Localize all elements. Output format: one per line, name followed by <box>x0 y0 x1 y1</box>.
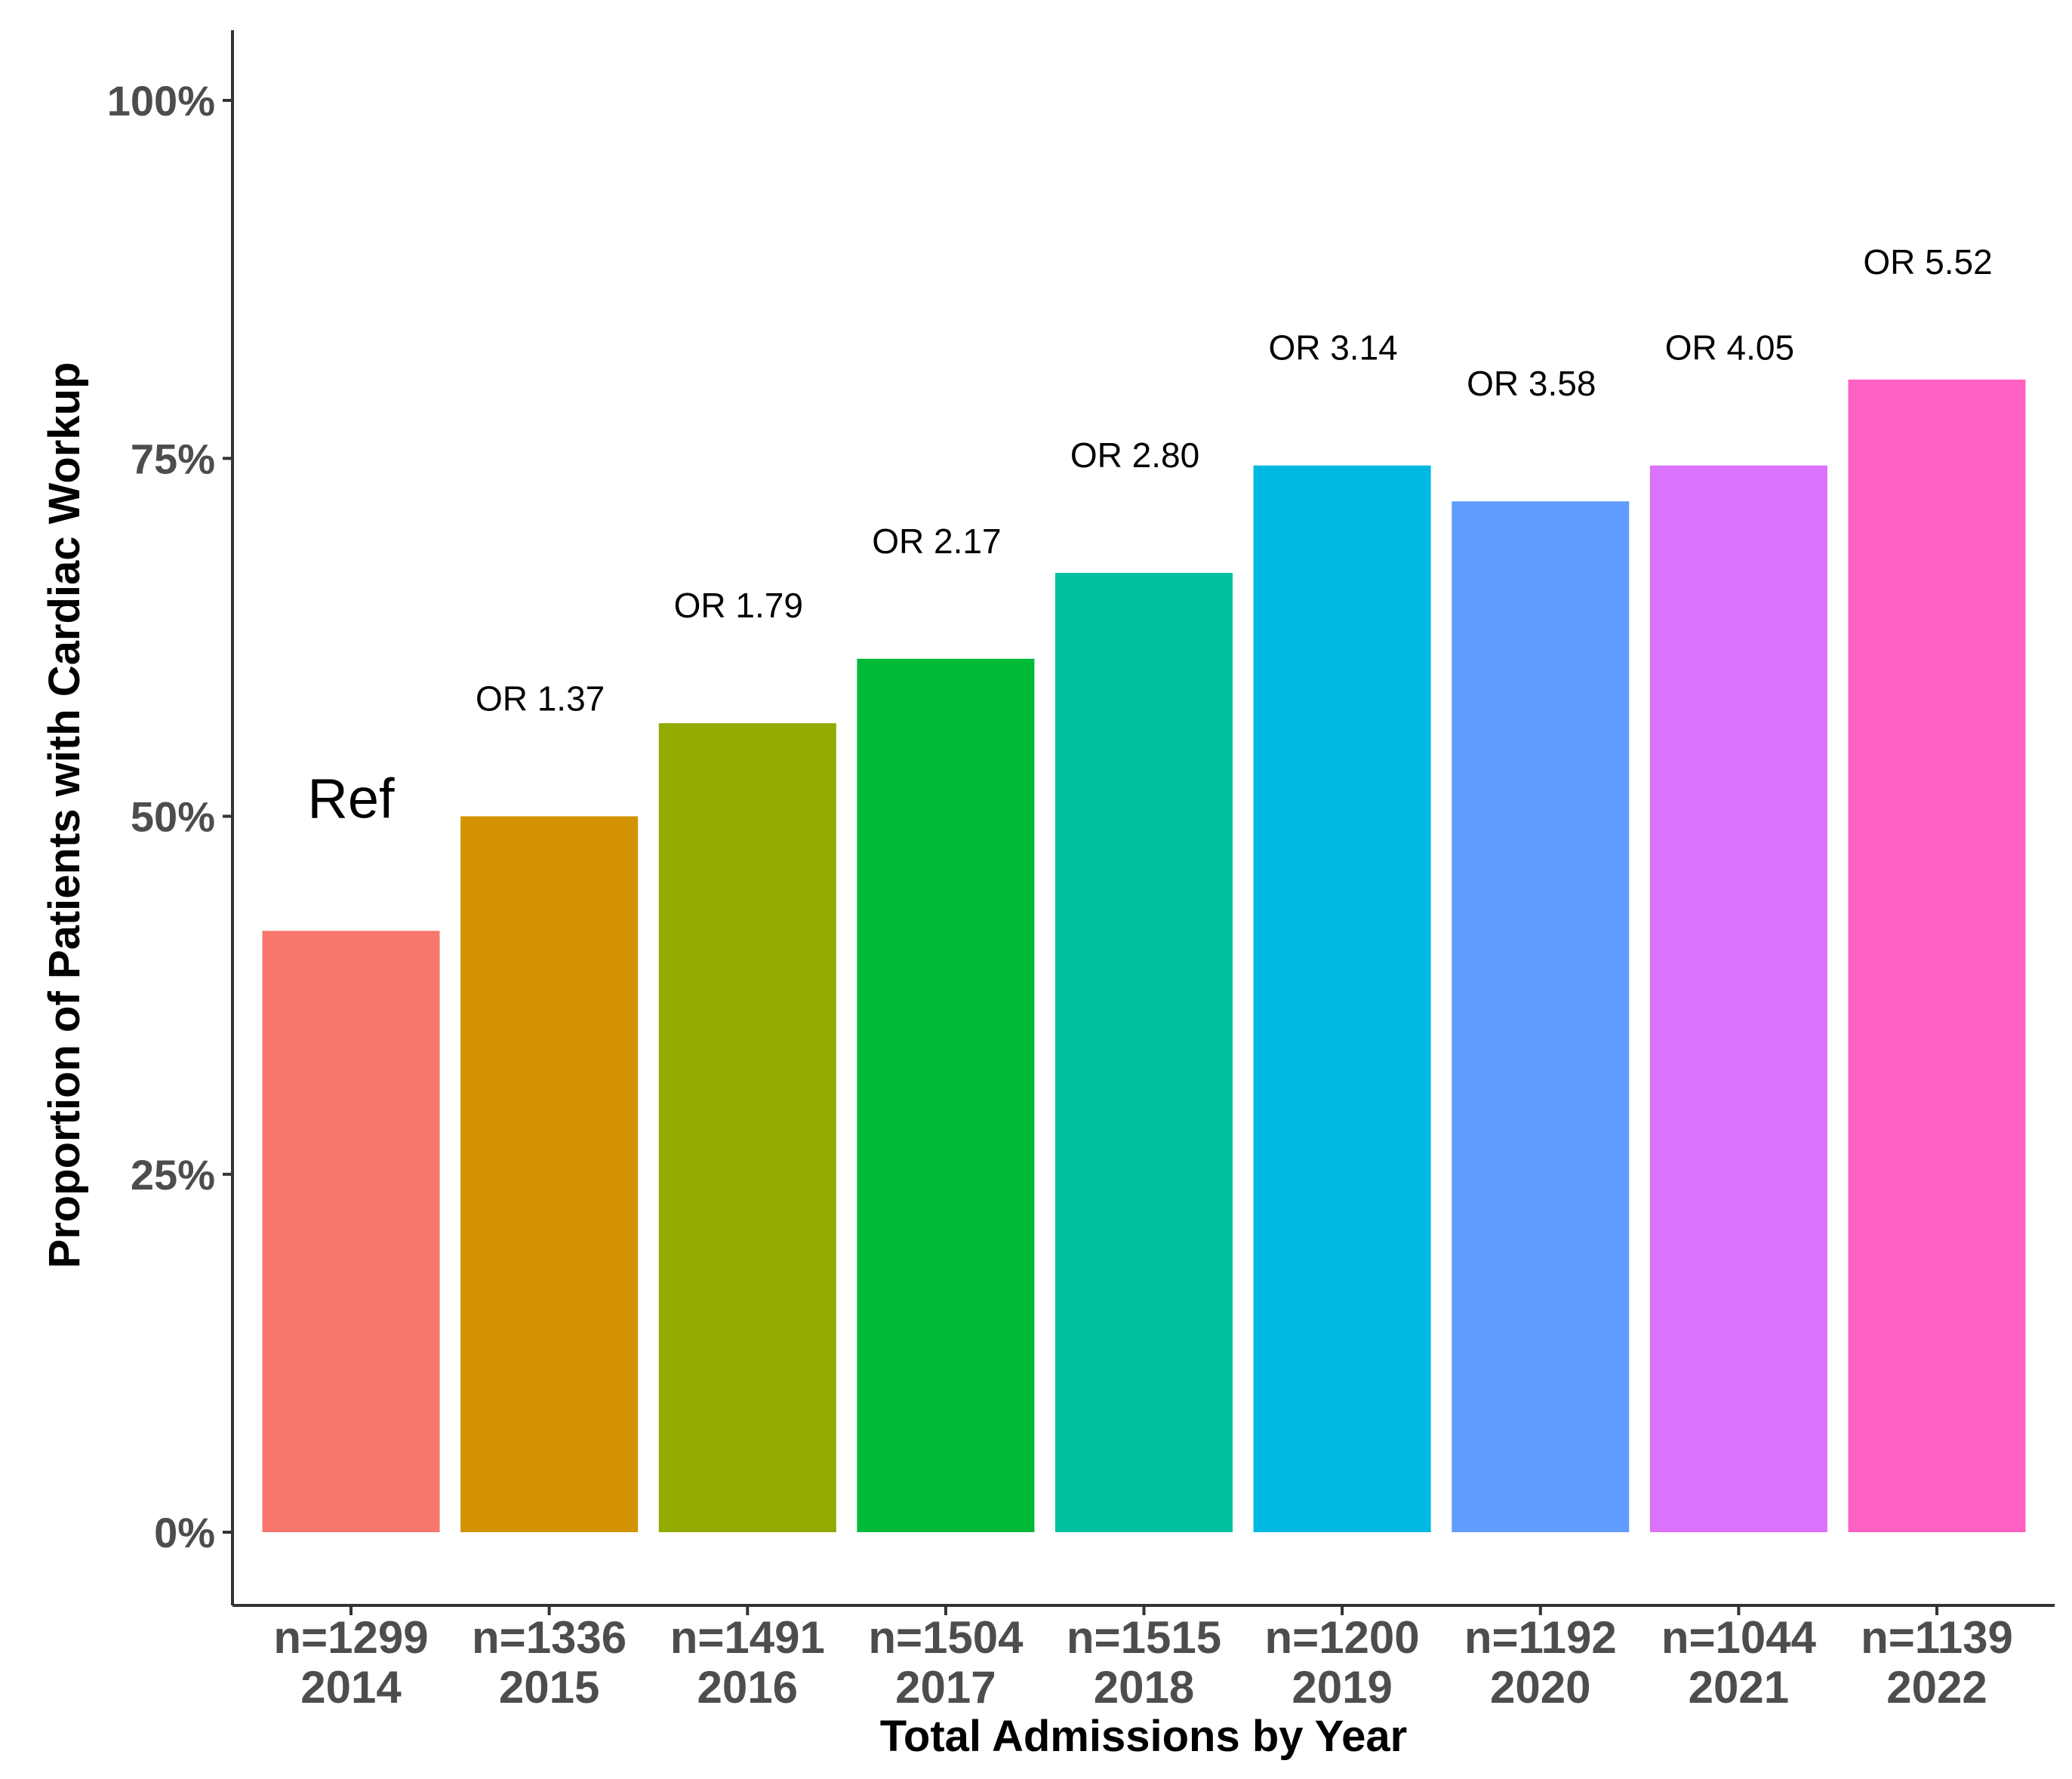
bar-2022 <box>1848 379 2026 1532</box>
bar-annotation-2020: OR 3.58 <box>1467 364 1596 403</box>
x-tick-year-label-2015: 2015 <box>499 1662 599 1713</box>
y-tick-label-3: 75% <box>131 435 215 482</box>
x-tick-n-label-2022: n=1139 <box>1861 1612 2013 1663</box>
x-tick-n-label-2015: n=1336 <box>472 1612 627 1663</box>
bar-annotation-2021: OR 4.05 <box>1665 328 1794 368</box>
x-tick-year-label-2022: 2022 <box>1886 1662 1987 1713</box>
y-tick-label-4: 100% <box>107 77 215 125</box>
x-tick-n-label-2018: n=1515 <box>1067 1612 1221 1663</box>
bar-2018 <box>1055 573 1233 1532</box>
x-tick-n-label-2020: n=1192 <box>1464 1612 1617 1663</box>
bar-annotation-2014: Ref <box>307 767 395 829</box>
x-tick-n-label-2021: n=1044 <box>1661 1612 1817 1663</box>
bar-annotation-2017: OR 2.17 <box>872 522 1001 561</box>
bar-2014 <box>262 931 440 1532</box>
x-tick-year-label-2019: 2019 <box>1292 1662 1392 1713</box>
bar-annotations: Ref OR 1.37 OR 1.79 OR 2.17 OR 2.80 OR 3.14 OR… <box>307 242 1992 829</box>
bar-annotation-2015: OR 1.37 <box>476 679 605 719</box>
y-tick-label-1: 25% <box>131 1151 215 1199</box>
x-tick-year-label-2016: 2016 <box>697 1662 798 1713</box>
bar-annotation-2019: OR 3.14 <box>1268 328 1397 368</box>
bar-2016 <box>658 723 836 1533</box>
y-tick-label-0: 0% <box>154 1509 215 1556</box>
bar-annotation-2022: OR 5.52 <box>1863 242 1992 282</box>
x-axis-title: Total Admissions by Year <box>880 1712 1407 1761</box>
x-tick-n-label-2017: n=1504 <box>868 1612 1024 1663</box>
x-tick-year-label-2014: 2014 <box>300 1662 402 1713</box>
y-axis-ticks: 0% 25% 50% 75% 100% <box>107 77 232 1556</box>
bar-2020 <box>1452 501 1630 1533</box>
bar-2019 <box>1253 465 1431 1533</box>
bar-annotation-2018: OR 2.80 <box>1070 436 1199 475</box>
bar-2017 <box>857 658 1035 1532</box>
x-tick-n-label-2016: n=1491 <box>670 1612 825 1663</box>
y-tick-label-2: 50% <box>131 793 215 841</box>
bars-layer <box>262 379 2026 1533</box>
x-tick-n-label-2019: n=1200 <box>1265 1612 1420 1663</box>
bar-2021 <box>1649 465 1827 1533</box>
x-tick-year-label-2017: 2017 <box>895 1662 996 1713</box>
x-tick-n-label-2014: n=1299 <box>273 1612 428 1663</box>
x-tick-year-label-2018: 2018 <box>1094 1662 1194 1713</box>
bar-2015 <box>460 816 639 1532</box>
x-tick-year-label-2021: 2021 <box>1689 1662 1789 1713</box>
y-axis-title: Proportion of Patients with Cardiac Work… <box>40 362 89 1269</box>
x-tick-year-label-2020: 2020 <box>1490 1662 1590 1713</box>
bar-annotation-2016: OR 1.79 <box>674 586 803 625</box>
